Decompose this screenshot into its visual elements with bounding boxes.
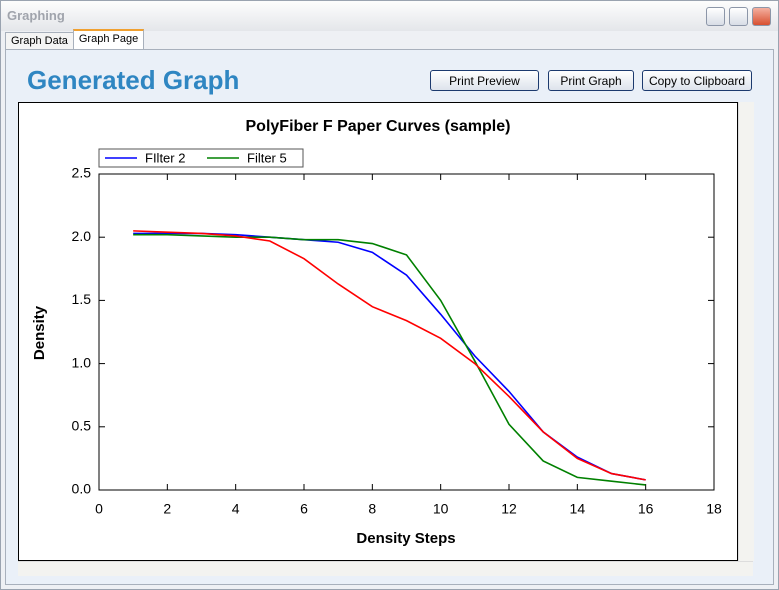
button[interactable]: Print Graph [548,70,634,91]
chart-title: PolyFiber F Paper Curves (sample) [246,118,511,135]
minimize-button[interactable] [706,7,725,26]
legend-box [98,148,304,168]
button[interactable]: Print Preview [430,70,539,91]
x-tick-label: 12 [501,501,517,517]
x-tick-label: 2 [163,501,171,517]
legend-label: FIlter 2 [145,150,185,165]
x-tick-label: 6 [300,501,308,517]
tab-content: Generated Graph Print Preview Print Grap… [5,49,774,585]
x-tick-label: 16 [638,501,654,517]
window-title: Graphing [7,8,65,23]
maximize-button[interactable] [729,7,748,26]
button[interactable]: Copy to Clipboard [642,70,752,91]
y-tick-label: 0.5 [72,418,92,434]
x-axis-label: Density Steps [356,530,455,547]
x-tick-label: 8 [368,501,376,517]
x-tick-label: 14 [570,501,586,517]
data-line [133,230,646,481]
y-tick-label: 2.5 [72,165,92,181]
chart-panel [18,102,738,561]
x-tick-label: 18 [706,501,722,517]
tab-strip: Graph Data Graph Page [5,29,145,49]
horizontal-scrollbar[interactable] [18,561,753,576]
x-tick-label: 4 [232,501,240,517]
x-tick-label: 0 [95,501,103,517]
data-line [133,233,646,486]
tab[interactable]: Graph Data [5,32,74,49]
tab[interactable]: Graph Page [72,29,145,49]
title-bar: Graphing [1,1,778,31]
y-axis-label: Density [31,305,48,360]
heading: Generated Graph [27,65,240,95]
y-tick-label: 1.5 [72,291,92,307]
legend-label: Filter 5 [247,150,287,165]
vertical-scrollbar[interactable] [738,102,754,561]
x-tick-label: 10 [433,501,449,517]
plot-frame [98,173,715,491]
chart: PolyFiber F Paper Curves (sample) Densit… [18,102,738,561]
y-tick-label: 0.0 [72,481,92,497]
y-tick-label: 2.0 [72,228,92,244]
close-button[interactable] [752,7,771,26]
y-tick-label: 1.0 [72,354,92,370]
